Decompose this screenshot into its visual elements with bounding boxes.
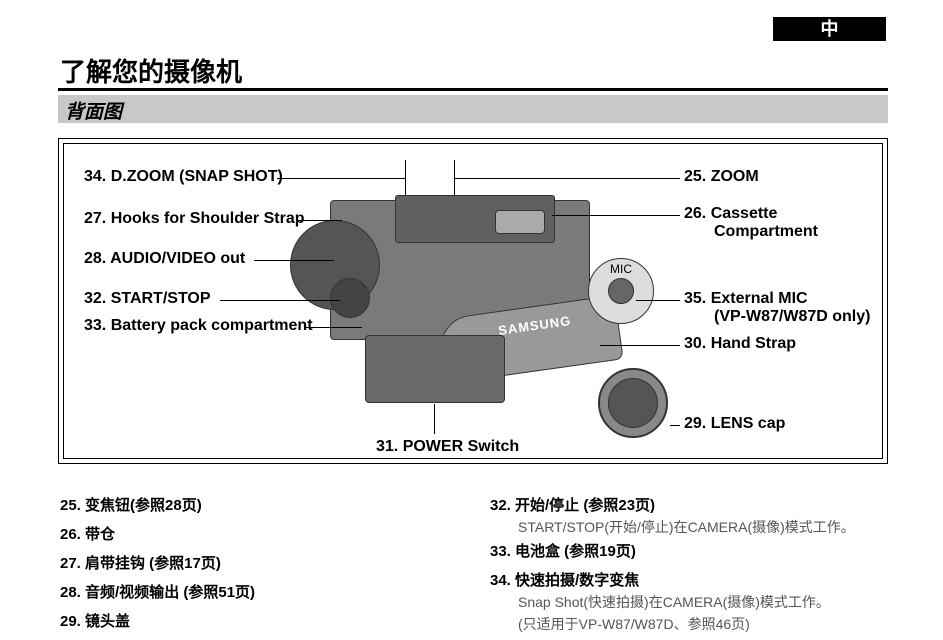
leader-29 xyxy=(670,425,680,426)
leader-25v xyxy=(454,160,455,196)
callout-35-line1: 35. External MIC xyxy=(684,290,808,307)
leader-34 xyxy=(277,178,405,179)
desc-34-sub2: (只适用于VP-W87/W87D、参照46页) xyxy=(490,614,830,634)
leader-28 xyxy=(254,260,334,261)
desc-27: 27. 肩带挂钩 (参照17页) xyxy=(60,552,221,573)
callout-29: 29. LENS cap xyxy=(684,415,785,433)
desc-29: 29. 镜头盖 xyxy=(60,610,130,631)
leader-26 xyxy=(552,215,680,216)
callout-34: 34. D.ZOOM (SNAP SHOT) xyxy=(84,168,283,186)
callout-26-line1: 26. Cassette xyxy=(684,205,777,222)
desc-25: 25. 变焦钮(参照28页) xyxy=(60,494,202,515)
leader-27 xyxy=(298,220,342,221)
callout-33: 33. Battery pack compartment xyxy=(84,317,313,335)
callout-25: 25. ZOOM xyxy=(684,168,759,186)
desc-32-sub: START/STOP(开始/停止)在CAMERA(摄像)模式工作。 xyxy=(490,517,855,537)
leader-31 xyxy=(434,404,435,434)
desc-34-sub1: Snap Shot(快速拍摄)在CAMERA(摄像)模式工作。 xyxy=(490,592,830,612)
desc-26: 26. 带仓 xyxy=(60,523,115,544)
leader-35 xyxy=(636,300,680,301)
callout-26: 26. Cassette Compartment xyxy=(684,205,818,241)
callout-30: 30. Hand Strap xyxy=(684,335,796,353)
callout-35-line2: (VP-W87/W87D only) xyxy=(684,308,870,326)
desc-34: 34. 快速拍摄/数字变焦 Snap Shot(快速拍摄)在CAMERA(摄像)… xyxy=(490,569,830,634)
mic-label: MIC xyxy=(610,262,632,276)
tab-label: 中 xyxy=(821,19,839,39)
leader-25 xyxy=(454,178,680,179)
leader-34v xyxy=(405,160,406,196)
page-title: 了解您的摄像机 xyxy=(60,52,242,89)
callout-32: 32. START/STOP xyxy=(84,290,211,308)
subtitle-bar xyxy=(58,95,888,123)
leader-33 xyxy=(304,327,362,328)
title-rule xyxy=(58,88,888,91)
callout-27: 27. Hooks for Shoulder Strap xyxy=(84,210,304,228)
desc-28: 28. 音频/视频输出 (参照51页) xyxy=(60,581,255,602)
leader-32 xyxy=(220,300,340,301)
subtitle: 背面图 xyxy=(65,97,122,124)
callout-31: 31. POWER Switch xyxy=(376,438,519,456)
leader-30 xyxy=(600,345,680,346)
callout-28: 28. AUDIO/VIDEO out xyxy=(84,250,245,268)
language-tab: 中 xyxy=(773,17,886,41)
desc-32: 32. 开始/停止 (参照23页) START/STOP(开始/停止)在CAME… xyxy=(490,494,855,537)
desc-33: 33. 电池盒 (参照19页) xyxy=(490,540,636,561)
callout-26-line2: Compartment xyxy=(684,223,818,241)
callout-35: 35. External MIC (VP-W87/W87D only) xyxy=(684,290,870,326)
